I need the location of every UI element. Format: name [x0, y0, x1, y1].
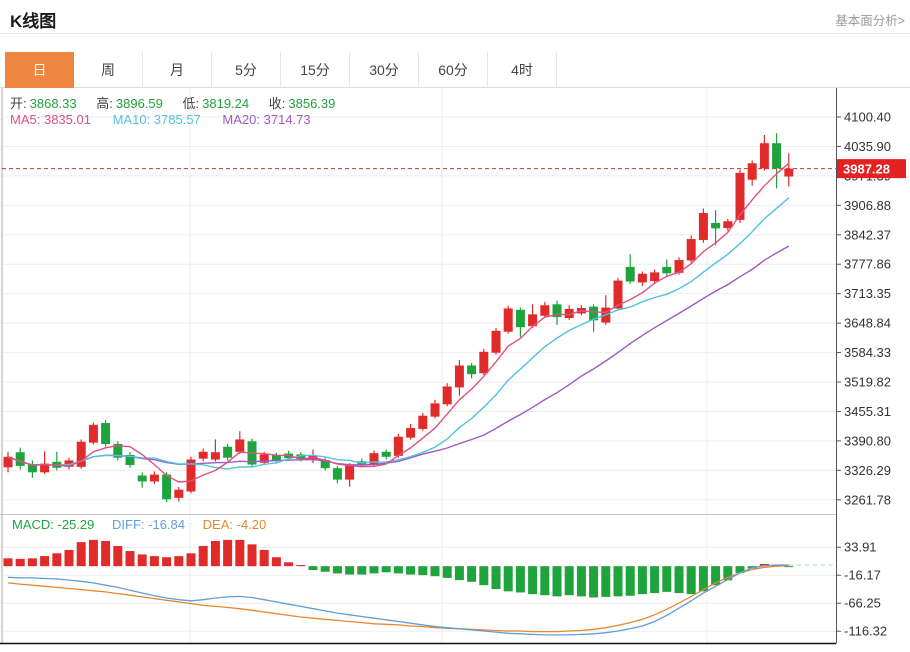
diff-label: DIFF:: [112, 517, 145, 532]
ma5-value: 3835.01: [43, 112, 91, 127]
macd-axis-label: -66.25: [844, 596, 881, 611]
tab-60min[interactable]: 60分: [419, 52, 488, 88]
current-price-value: 3987.28: [843, 161, 890, 176]
ma20-value: 3714.73: [263, 112, 311, 127]
high-label: 高:: [96, 96, 113, 111]
dea-value: -4.20: [236, 517, 267, 532]
candles-layer: [3, 133, 794, 502]
tab-week[interactable]: 周: [74, 52, 143, 88]
close-label: 收:: [268, 96, 286, 111]
ma5-label: MA5:: [10, 112, 41, 127]
price-axis-label: 3713.35: [844, 286, 891, 301]
ma10-value: 3785.57: [153, 112, 201, 127]
macd-legend: MACD: -25.29 DIFF: -16.84 DEA: -4.20: [12, 517, 266, 532]
ma5-line: [7, 162, 790, 483]
price-axis-label: 3326.29: [844, 463, 891, 478]
tab-month[interactable]: 月: [143, 52, 212, 88]
widget-header: K线图 基本面分析>: [0, 0, 910, 34]
macd-axis-label: -116.32: [844, 624, 887, 639]
tab-30min[interactable]: 30分: [350, 52, 419, 88]
price-axis-label: 3519.82: [844, 375, 891, 390]
fundamental-analysis-link[interactable]: 基本面分析>: [835, 14, 905, 28]
ma10-label: MA10:: [112, 112, 151, 127]
macd-histogram: [3, 539, 794, 598]
diff-value: -16.84: [148, 517, 186, 532]
price-axis-label: 3455.31: [844, 404, 891, 419]
macd-axis-label: 33.91: [844, 540, 877, 555]
ma-legend: MA5: 3835.01 MA10: 3785.57 MA20: 3714.73: [10, 112, 311, 127]
price-axis-label: 3906.88: [844, 198, 891, 213]
macd-axis-label: -16.17: [844, 568, 881, 583]
ohlc-legend: 开: 3868.33 高: 3896.59 低: 3819.24 收: 3856.39: [10, 93, 351, 112]
diff-line: [7, 564, 789, 636]
ma20-line: [7, 245, 790, 467]
tab-4hour[interactable]: 4时: [488, 52, 557, 88]
tab-5min[interactable]: 5分: [212, 52, 281, 88]
macd-label: MACD:: [12, 517, 54, 532]
tab-day[interactable]: 日: [5, 52, 74, 88]
price-axis-label: 3842.37: [844, 227, 891, 242]
tab-15min[interactable]: 15分: [281, 52, 350, 88]
price-axis-label: 3777.86: [844, 257, 891, 272]
ma20-label: MA20:: [222, 112, 260, 127]
current-price-tag: 3987.28: [837, 159, 906, 179]
price-axis-label: 4100.40: [844, 110, 891, 125]
ma10-line: [7, 197, 790, 470]
low-label: 低:: [182, 96, 200, 111]
open-label: 开:: [10, 96, 27, 111]
macd-value: -25.29: [57, 517, 95, 532]
dea-label: DEA:: [202, 517, 233, 532]
price-axis-label: 4035.90: [844, 139, 891, 154]
price-axis-label: 3648.84: [844, 316, 891, 331]
dea-line: [7, 564, 789, 633]
price-axis-label: 3584.33: [844, 345, 891, 360]
grid-lines: [0, 88, 836, 644]
open-value: 3868.33: [29, 96, 77, 111]
low-value: 3819.24: [202, 96, 250, 111]
ma-lines-layer: [7, 162, 790, 483]
page-title: K线图: [10, 12, 57, 31]
period-tabbar: 日 周 月 5分 15分 30分 60分 4时: [0, 52, 910, 88]
price-axis: 4100.404035.903971.393906.883842.373777.…: [0, 88, 891, 645]
price-axis-label: 3390.80: [844, 433, 891, 448]
high-value: 3896.59: [115, 96, 163, 111]
close-value: 3856.39: [288, 96, 336, 111]
price-axis-label: 3261.78: [844, 492, 891, 507]
